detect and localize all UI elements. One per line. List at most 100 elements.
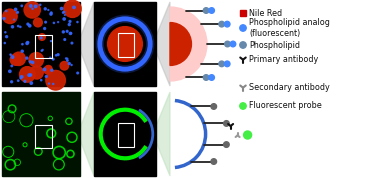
Circle shape	[69, 32, 71, 35]
Circle shape	[65, 58, 67, 59]
Circle shape	[219, 61, 225, 67]
Circle shape	[21, 5, 23, 7]
Circle shape	[26, 57, 28, 59]
Circle shape	[20, 67, 35, 82]
Circle shape	[12, 52, 25, 66]
Circle shape	[63, 18, 65, 20]
Circle shape	[6, 36, 8, 38]
Circle shape	[211, 159, 217, 164]
Polygon shape	[156, 2, 170, 86]
Circle shape	[230, 41, 236, 47]
Circle shape	[44, 28, 46, 30]
Circle shape	[27, 41, 29, 43]
Bar	[240, 10, 246, 16]
Circle shape	[44, 66, 52, 74]
Circle shape	[28, 74, 30, 76]
Text: Primary antibody: Primary antibody	[249, 56, 318, 64]
Circle shape	[64, 39, 66, 40]
Circle shape	[14, 19, 15, 20]
Bar	[35, 35, 52, 58]
Circle shape	[29, 61, 31, 62]
Circle shape	[45, 21, 46, 23]
Circle shape	[32, 8, 33, 9]
Circle shape	[3, 17, 5, 20]
Circle shape	[10, 54, 11, 55]
Circle shape	[39, 34, 45, 40]
Circle shape	[40, 80, 42, 81]
Circle shape	[40, 4, 41, 6]
Polygon shape	[156, 92, 170, 176]
Bar	[35, 125, 52, 148]
Bar	[118, 123, 134, 147]
Circle shape	[68, 23, 70, 26]
Wedge shape	[170, 23, 191, 66]
Circle shape	[17, 25, 19, 27]
Circle shape	[64, 0, 81, 17]
Circle shape	[225, 41, 230, 47]
Circle shape	[56, 55, 57, 56]
Circle shape	[45, 66, 52, 72]
Circle shape	[57, 54, 59, 56]
Circle shape	[203, 8, 209, 13]
Circle shape	[20, 77, 21, 79]
Circle shape	[4, 42, 5, 44]
Circle shape	[50, 13, 52, 15]
Circle shape	[10, 54, 21, 65]
Bar	[94, 92, 156, 176]
Circle shape	[34, 5, 37, 8]
Circle shape	[43, 68, 46, 71]
Polygon shape	[80, 92, 94, 176]
Circle shape	[62, 12, 64, 13]
Circle shape	[48, 83, 50, 84]
Circle shape	[9, 70, 11, 72]
Bar	[2, 2, 80, 86]
Circle shape	[224, 142, 229, 147]
Circle shape	[108, 27, 143, 61]
Circle shape	[62, 31, 64, 33]
Circle shape	[29, 53, 43, 67]
Circle shape	[209, 75, 214, 80]
Bar	[118, 33, 134, 57]
Circle shape	[60, 61, 69, 70]
Circle shape	[28, 25, 31, 27]
Circle shape	[24, 80, 26, 82]
Circle shape	[40, 37, 42, 39]
Circle shape	[29, 74, 32, 76]
Circle shape	[5, 32, 6, 33]
Bar	[2, 92, 80, 176]
Circle shape	[17, 11, 19, 13]
Circle shape	[73, 6, 75, 9]
Circle shape	[225, 61, 230, 67]
Circle shape	[51, 12, 52, 14]
Circle shape	[24, 2, 40, 18]
Circle shape	[22, 44, 23, 45]
Wedge shape	[170, 7, 207, 81]
Circle shape	[219, 21, 225, 27]
Circle shape	[211, 104, 217, 109]
Circle shape	[41, 50, 42, 51]
Circle shape	[20, 26, 21, 28]
Circle shape	[240, 103, 246, 109]
Circle shape	[45, 75, 47, 77]
Text: Phospholipid: Phospholipid	[249, 41, 300, 49]
Circle shape	[69, 20, 71, 22]
Circle shape	[71, 64, 72, 66]
Circle shape	[240, 42, 246, 48]
Circle shape	[3, 9, 17, 23]
Circle shape	[64, 14, 65, 15]
Polygon shape	[80, 2, 94, 86]
Circle shape	[30, 82, 33, 84]
Circle shape	[21, 50, 23, 52]
Circle shape	[225, 21, 230, 27]
Circle shape	[30, 66, 43, 79]
Circle shape	[53, 22, 54, 23]
Circle shape	[46, 70, 65, 90]
Circle shape	[11, 65, 12, 67]
Circle shape	[20, 76, 23, 78]
Circle shape	[34, 18, 42, 27]
Circle shape	[66, 30, 68, 32]
Circle shape	[42, 49, 43, 50]
Circle shape	[48, 9, 49, 11]
Circle shape	[31, 61, 34, 64]
Circle shape	[58, 22, 59, 23]
